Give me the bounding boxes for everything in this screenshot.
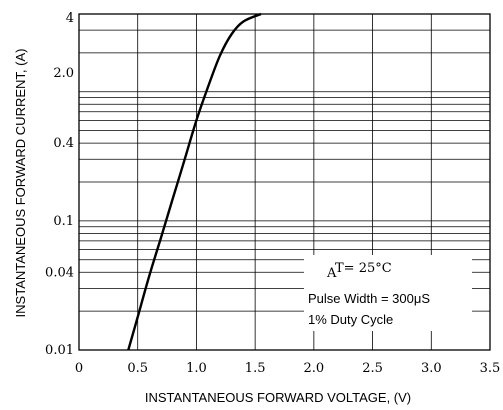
duty-cycle-label: 1% Duty Cycle — [308, 312, 393, 327]
forward-current-curve — [127, 12, 262, 351]
y-tick-label: 2.0 — [53, 66, 74, 81]
y-tick-label: 4 — [66, 11, 74, 26]
y-tick-label: 0.01 — [45, 343, 74, 358]
x-tick-labels: 0 0.5 1.0 1.5 2.0 2.5 3.0 3.5 — [75, 361, 500, 376]
x-tick-label: 1.0 — [186, 361, 207, 376]
x-tick-label: 1.5 — [245, 361, 266, 376]
temperature-subscript: A — [326, 266, 337, 281]
x-tick-label: 0 — [75, 361, 83, 376]
y-axis-title: INSTANTANEOUS FORWARD CURRENT, (A) — [13, 49, 28, 318]
temperature-label: T= 25°C — [335, 261, 392, 276]
y-tick-label: 0.04 — [45, 265, 74, 280]
y-tick-label: 0.4 — [53, 136, 74, 151]
x-tick-label: 3.5 — [480, 361, 501, 376]
pulse-width-label: Pulse Width = 300μS — [308, 291, 430, 306]
y-tick-label: 0.1 — [53, 214, 74, 229]
x-tick-label: 3.0 — [421, 361, 442, 376]
annotation-background — [304, 255, 472, 331]
x-tick-label: 2.0 — [304, 361, 325, 376]
x-tick-label: 2.5 — [362, 361, 383, 376]
x-tick-label: 0.5 — [127, 361, 148, 376]
x-axis-title: INSTANTANEOUS FORWARD VOLTAGE, (V) — [145, 390, 411, 405]
y-tick-labels: 4 2.0 0.4 0.1 0.04 0.01 — [45, 11, 74, 358]
grid-lines — [79, 14, 490, 350]
conditions-annotation: A T= 25°C Pulse Width = 300μS 1% Duty Cy… — [308, 261, 430, 327]
plot-frame — [78, 13, 491, 351]
